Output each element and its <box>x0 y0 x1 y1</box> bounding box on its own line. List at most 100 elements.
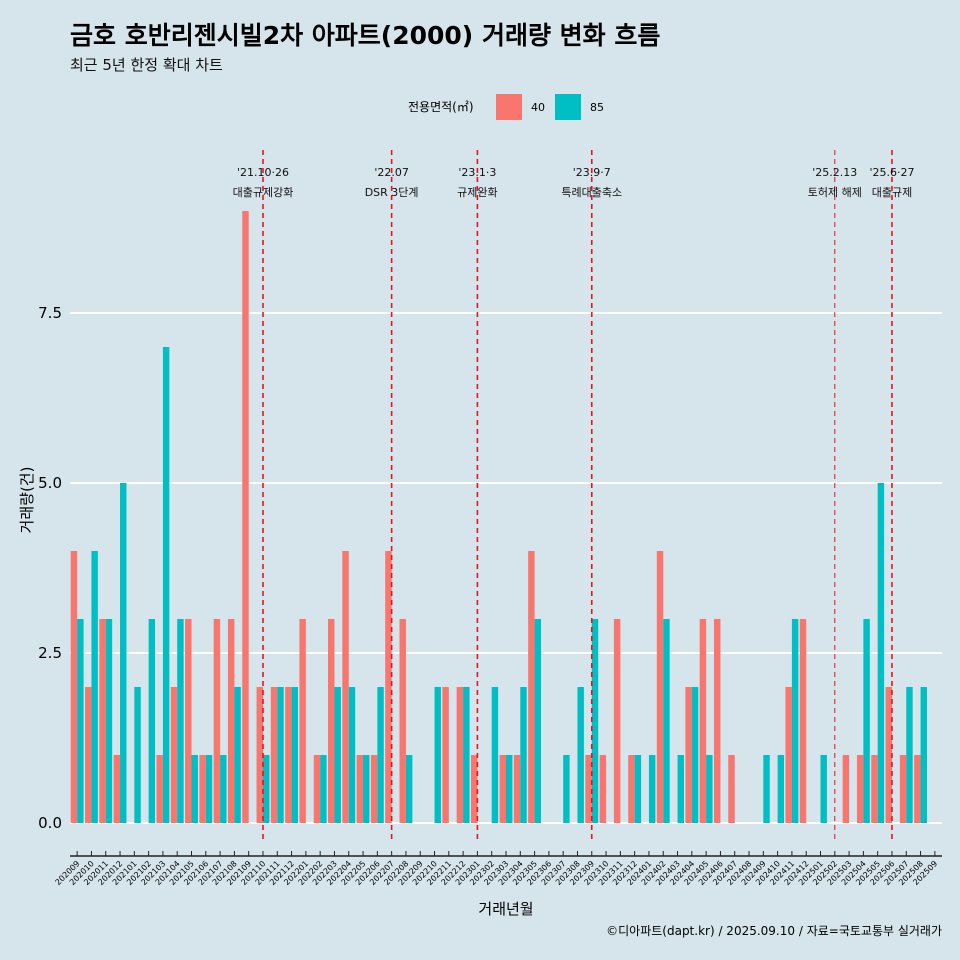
bar-85-202102 <box>148 619 156 823</box>
bar-40-202201 <box>299 619 306 823</box>
y-axis-title: 거래량(건) <box>18 467 36 534</box>
bar-85-202103 <box>162 347 170 823</box>
bar-85-202111 <box>277 687 284 823</box>
legend: 전용면적(㎡) 40 85 <box>408 94 604 120</box>
bar-85-202210 <box>434 687 441 823</box>
annotation-label: 토허제 해제 <box>808 185 862 199</box>
bar-40-202304 <box>513 755 521 823</box>
bar-85-202202 <box>320 755 327 823</box>
y-axis: 0.0 2.5 5.0 7.5 <box>38 304 62 832</box>
y-tick-label: 0.0 <box>38 814 62 832</box>
bar-85-202505 <box>877 483 885 823</box>
bar-85-202105 <box>191 755 198 823</box>
bar-40-202206 <box>370 755 378 823</box>
bar-40-202105 <box>185 619 192 823</box>
bar-85-202405 <box>706 755 713 823</box>
bar-40-202412 <box>799 619 807 823</box>
legend-label-85: 85 <box>590 101 604 114</box>
x-axis: 2020092020102020112020122021012021022021… <box>54 851 942 887</box>
bar-85-202212 <box>463 687 470 823</box>
x-axis-title: 거래년월 <box>478 900 533 918</box>
bar-40-202211 <box>442 687 449 823</box>
bar-40-202207 <box>385 551 392 823</box>
bar-40-202508 <box>914 755 921 823</box>
y-tick-label: 5.0 <box>38 474 62 492</box>
bar-85-202101 <box>134 687 141 823</box>
bar-40-202111 <box>270 687 278 823</box>
legend-title: 전용면적(㎡) <box>408 100 474 114</box>
bar-40-202507 <box>899 755 907 823</box>
bar-40-202202 <box>313 755 321 823</box>
bar-85-202106 <box>205 755 213 823</box>
bar-85-202409 <box>763 755 770 823</box>
bar-85-202112 <box>291 687 299 823</box>
bar-85-202403 <box>677 755 684 823</box>
bar-85-202011 <box>105 619 113 823</box>
bar-40-202106 <box>199 755 206 823</box>
bar-40-202212 <box>456 687 464 823</box>
bar-85-202012 <box>120 483 127 823</box>
annotation-date: '21.10·26 <box>237 166 289 179</box>
bar-40-202312 <box>628 755 635 823</box>
bar-85-202404 <box>691 687 699 823</box>
bar-40-202503 <box>842 755 850 823</box>
bar-85-202208 <box>405 755 413 823</box>
bar-40-202204 <box>342 551 349 823</box>
event-annotations: '21.10·26 대출규제강화 '22.07 DSR 3단계 '23.1·3 규제완화 '… <box>233 150 914 842</box>
bar-40-202108 <box>227 619 235 823</box>
bar-85-202203 <box>334 687 341 823</box>
bar-85-202110 <box>262 755 270 823</box>
bar-85-202009 <box>77 619 84 823</box>
bar-85-202411 <box>791 619 799 823</box>
bar-85-202507 <box>906 687 913 823</box>
chart-subtitle: 최근 5년 한정 확대 차트 <box>70 56 223 74</box>
bar-40-202303 <box>499 755 506 823</box>
bar-40-202104 <box>170 687 178 823</box>
bar-85-202206 <box>377 687 384 823</box>
bar-85-202010 <box>91 551 98 823</box>
bar-85-202305 <box>534 619 542 823</box>
bar-40-202203 <box>328 619 335 823</box>
bar-40-202405 <box>699 619 707 823</box>
bar-40-202406 <box>713 619 721 823</box>
bar-40-202506 <box>885 687 892 823</box>
y-tick-label: 7.5 <box>38 304 62 322</box>
annotation-date: '25.2.13 <box>812 166 857 179</box>
bar-40-202112 <box>285 687 292 823</box>
bar-85-202309 <box>591 619 599 823</box>
bar-40-202309 <box>585 755 592 823</box>
bars <box>70 211 927 823</box>
bar-85-202504 <box>863 619 870 823</box>
bar-40-202411 <box>785 687 792 823</box>
bar-85-202304 <box>520 687 527 823</box>
bar-40-202305 <box>528 551 535 823</box>
legend-swatch-40 <box>496 94 522 120</box>
annotation-label: 특례대출축소 <box>561 186 622 199</box>
bar-40-202205 <box>356 755 364 823</box>
annotation-date: '25.6·27 <box>869 166 914 179</box>
bar-85-202204 <box>348 687 356 823</box>
bar-85-202205 <box>363 755 370 823</box>
y-tick-label: 2.5 <box>38 644 62 662</box>
bar-40-202110 <box>256 687 263 823</box>
legend-swatch-85 <box>555 94 581 120</box>
bar-40-202208 <box>399 619 406 823</box>
bar-40-202109 <box>242 211 249 823</box>
bar-85-202312 <box>634 755 642 823</box>
annotation-label: 규제완화 <box>457 186 497 199</box>
bar-85-202302 <box>491 687 499 823</box>
bar-85-202107 <box>220 755 227 823</box>
bar-85-202402 <box>663 619 670 823</box>
bar-40-202404 <box>685 687 692 823</box>
bar-85-202508 <box>920 687 927 823</box>
bar-85-202303 <box>506 755 513 823</box>
bar-85-202104 <box>177 619 184 823</box>
annotation-date: '23.1·3 <box>458 166 496 179</box>
bar-40-202310 <box>599 755 607 823</box>
bar-40-202009 <box>70 551 78 823</box>
bar-40-202311 <box>613 619 621 823</box>
annotation-date: '22.07 <box>374 166 409 179</box>
bar-40-202504 <box>856 755 864 823</box>
caption: ©디아파트(dapt.kr) / 2025.09.10 / 자료=국토교통부 실… <box>606 924 942 938</box>
